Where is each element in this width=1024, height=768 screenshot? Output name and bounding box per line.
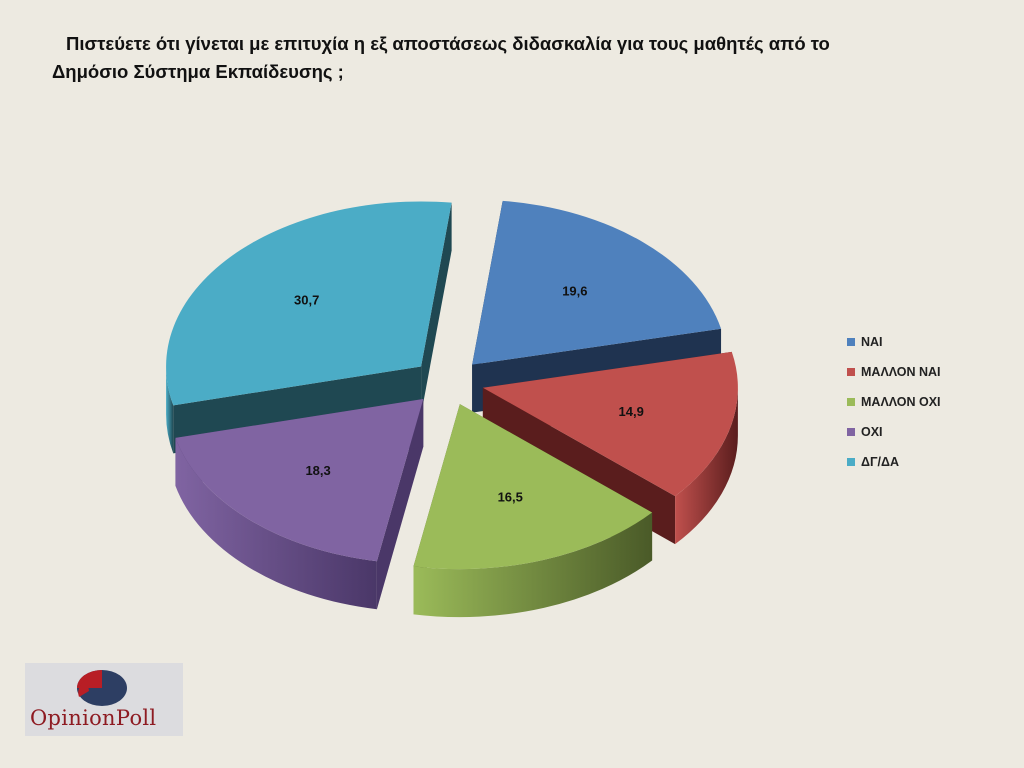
chart-title-line-1: Πιστεύετε ότι γίνεται με επιτυχία η εξ α… bbox=[66, 33, 830, 54]
legend-label-0: ΝΑΙ bbox=[861, 335, 883, 349]
data-label-0: 19,6 bbox=[562, 283, 587, 298]
chart-title: Πιστεύετε ότι γίνεται με επιτυχία η εξ α… bbox=[52, 30, 952, 86]
opinionpoll-logo: OpinionPoll bbox=[25, 663, 183, 736]
pie-slice-side-4-0 bbox=[166, 366, 174, 454]
pie-slice-wall-4-1 bbox=[421, 202, 452, 415]
data-label-3: 18,3 bbox=[305, 463, 330, 478]
legend-swatch-0 bbox=[847, 338, 855, 346]
legend-label-3: ΟΧΙ bbox=[861, 425, 883, 439]
data-label-4: 30,7 bbox=[294, 293, 319, 308]
data-label-2: 16,5 bbox=[498, 490, 523, 505]
legend-item-2: ΜΑΛΛΟΝ ΟΧΙ bbox=[847, 393, 941, 411]
pie-slice-side-2-0 bbox=[413, 512, 653, 618]
legend-item-0: ΝΑΙ bbox=[847, 333, 941, 351]
pie-slice-wall-3-0 bbox=[376, 398, 424, 610]
legend-item-3: ΟΧΙ bbox=[847, 423, 941, 441]
legend-swatch-1 bbox=[847, 368, 855, 376]
chart-legend: ΝΑΙ ΜΑΛΛΟΝ ΝΑΙ ΜΑΛΛΟΝ ΟΧΙ ΟΧΙ ΔΓ/ΔΑ bbox=[847, 333, 941, 483]
legend-swatch-3 bbox=[847, 428, 855, 436]
pie-slice-side-1-0 bbox=[675, 387, 738, 545]
legend-swatch-2 bbox=[847, 398, 855, 406]
legend-item-1: ΜΑΛΛΟΝ ΝΑΙ bbox=[847, 363, 941, 381]
legend-label-1: ΜΑΛΛΟΝ ΝΑΙ bbox=[861, 365, 941, 379]
pie-slice-top-0 bbox=[472, 200, 722, 365]
pie-slice-side-3-0 bbox=[175, 437, 377, 610]
pie-slice-2 bbox=[413, 404, 653, 618]
legend-label-2: ΜΑΛΛΟΝ ΟΧΙ bbox=[861, 395, 941, 409]
legend-swatch-4 bbox=[847, 458, 855, 466]
logo-mark-icon bbox=[77, 670, 127, 706]
chart-title-line-2: Δημόσιο Σύστημα Εκπαίδευσης ; bbox=[52, 61, 344, 82]
legend-item-4: ΔΓ/ΔΑ bbox=[847, 453, 941, 471]
pie-slice-top-2 bbox=[413, 404, 653, 570]
pie-slice-top-1 bbox=[482, 351, 738, 497]
logo-text: OpinionPoll bbox=[30, 706, 157, 730]
pie-slice-top-3 bbox=[175, 398, 424, 562]
data-label-1: 14,9 bbox=[619, 404, 644, 419]
legend-label-4: ΔΓ/ΔΑ bbox=[861, 455, 899, 469]
pie-slice-3 bbox=[175, 398, 424, 610]
pie-slice-top-4 bbox=[166, 201, 452, 406]
